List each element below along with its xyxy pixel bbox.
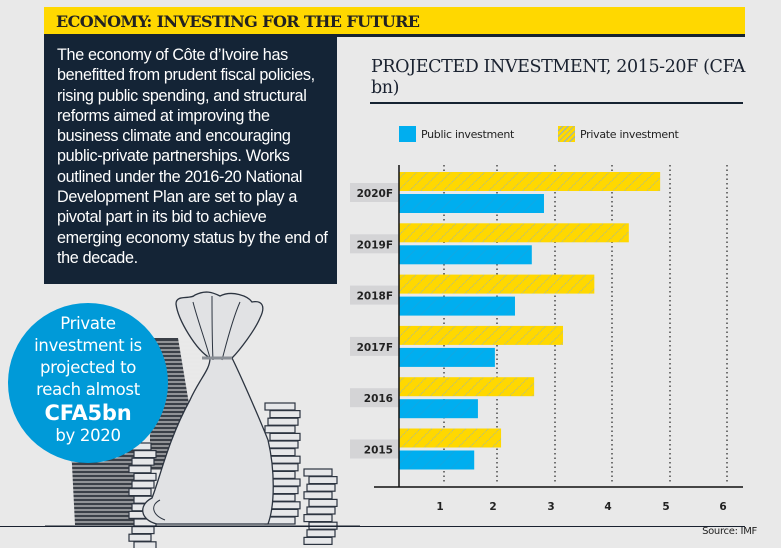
category-label: 2016 xyxy=(364,393,393,405)
category-label-box xyxy=(350,336,399,356)
category-label: 2015 xyxy=(364,445,393,457)
bar-public xyxy=(399,450,475,470)
callout-line-1: Private xyxy=(60,314,116,333)
chart-title: PROJECTED INVESTMENT, 2015-20F (CFA bn) xyxy=(371,57,745,98)
callout-line-4: reach almost xyxy=(36,380,140,399)
x-tick-label: 2 xyxy=(489,501,496,513)
category-label: 2017F xyxy=(357,342,393,354)
bar-private xyxy=(399,428,502,448)
source-note: Source: IMF xyxy=(702,526,757,537)
banner-title: ECONOMY: INVESTING FOR THE FUTURE xyxy=(56,12,420,31)
x-tick-label: 1 xyxy=(436,501,443,513)
legend-private: Private investment xyxy=(558,125,679,143)
callout-highlight: CFA5bn xyxy=(44,401,132,425)
section-banner: ECONOMY: INVESTING FOR THE FUTURE xyxy=(44,7,745,37)
legend-public: Public investment xyxy=(399,125,514,143)
callout-line-3: projected to xyxy=(39,358,137,377)
title-rule xyxy=(370,102,743,104)
callout-tail: by 2020 xyxy=(55,426,121,445)
intro-panel: The economy of Côte d’Ivoire has benefit… xyxy=(44,37,337,284)
category-label: 2020F xyxy=(357,188,393,200)
footer-rule xyxy=(0,526,745,527)
money-bag-icon xyxy=(142,291,274,525)
bar-public xyxy=(399,245,532,265)
x-tick-label: 5 xyxy=(662,501,669,513)
legend-swatch-private-icon xyxy=(558,126,575,142)
x-tick-label: 6 xyxy=(719,501,726,513)
category-label-box xyxy=(350,234,399,254)
category-label-box xyxy=(350,388,399,408)
intro-text: The economy of Côte d’Ivoire has benefit… xyxy=(57,46,328,267)
legend-label-public: Public investment xyxy=(421,127,515,141)
x-tick-label: 3 xyxy=(547,501,554,513)
bar-public xyxy=(399,194,544,213)
bar-private xyxy=(399,274,595,294)
callout-line-2: investment is xyxy=(34,336,142,355)
category-label-box xyxy=(350,439,399,459)
legend-swatch-public-icon xyxy=(399,126,416,142)
bar-public xyxy=(399,347,495,367)
callout-circle: Private investment is projected to reach… xyxy=(8,303,168,463)
x-tick-label: 4 xyxy=(604,501,611,513)
bar-private xyxy=(399,325,563,345)
category-label-box xyxy=(350,183,399,202)
category-label-box xyxy=(350,285,399,305)
bar-private xyxy=(399,377,535,397)
category-label: 2018F xyxy=(357,291,393,303)
bar-public xyxy=(399,296,515,316)
category-label: 2019F xyxy=(357,239,393,251)
bar-private xyxy=(399,172,661,191)
bar-public xyxy=(399,399,478,419)
bar-private xyxy=(399,223,629,243)
legend-label-private: Private investment xyxy=(580,127,679,141)
